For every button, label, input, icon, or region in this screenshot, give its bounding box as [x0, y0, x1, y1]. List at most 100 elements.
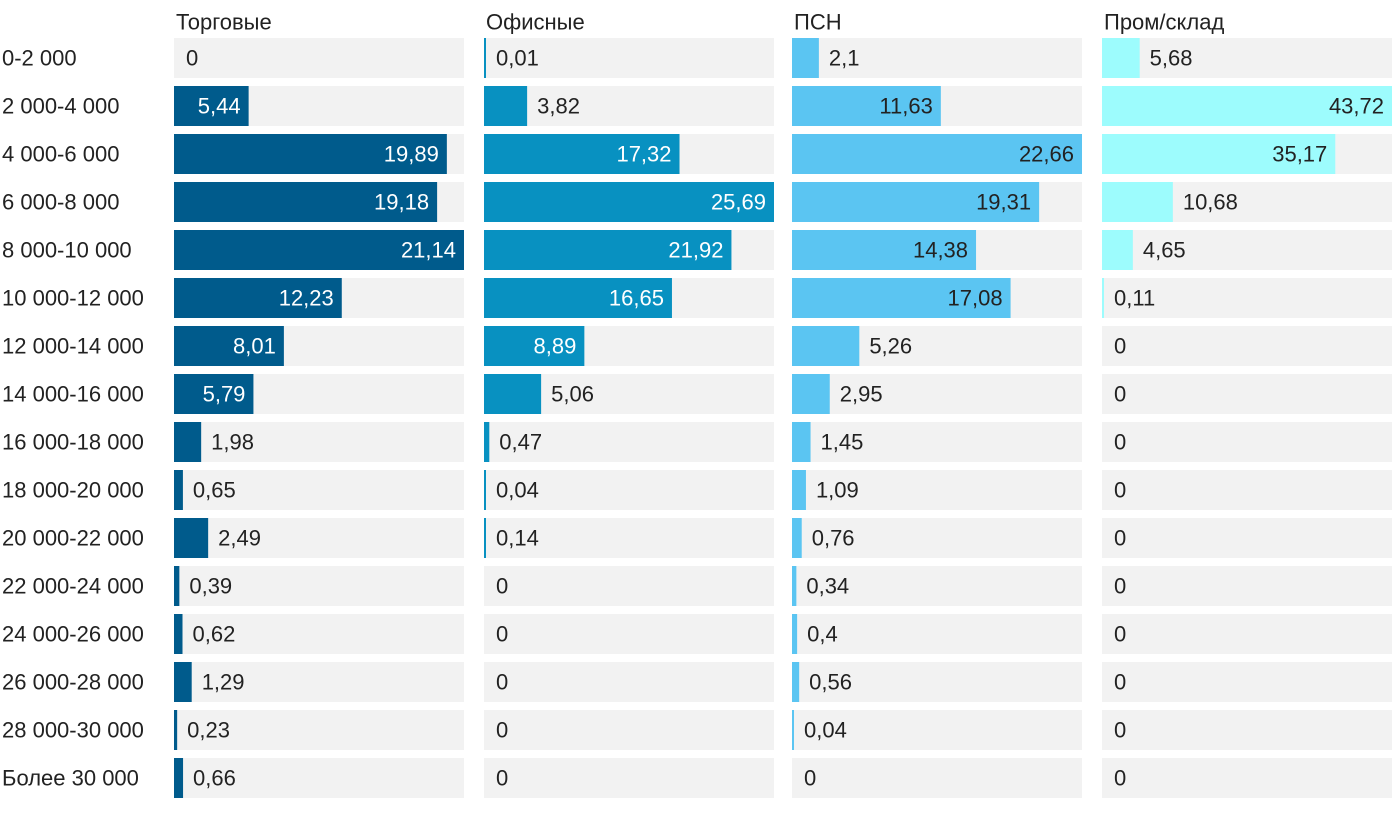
bar: [1102, 86, 1392, 126]
category-label: 20 000-22 000: [2, 526, 144, 551]
value-label: 2,49: [218, 526, 261, 551]
bar-track: [484, 710, 774, 750]
bar-track: [174, 662, 464, 702]
bar: [484, 134, 680, 174]
bar-track: [1102, 470, 1392, 510]
bar-track: [792, 470, 1082, 510]
category-label: 8 000-10 000: [2, 238, 132, 263]
value-label: 19,89: [384, 142, 439, 167]
bar: [174, 374, 254, 414]
bar: [792, 38, 819, 78]
value-label: 0: [1114, 670, 1126, 695]
value-label: 0,56: [809, 670, 852, 695]
bar: [484, 422, 490, 462]
value-label: 4,65: [1143, 238, 1186, 263]
value-label: 0,34: [806, 574, 849, 599]
value-label: 8,01: [233, 334, 276, 359]
bar-track: [174, 470, 464, 510]
bar: [174, 518, 209, 558]
value-label: 0,14: [496, 526, 539, 551]
category-label: 0-2 000: [2, 46, 77, 71]
value-label: 0,04: [804, 718, 847, 743]
bar: [484, 470, 486, 510]
value-label: 0: [1114, 718, 1126, 743]
value-label: 0,47: [499, 430, 542, 455]
value-label: 5,79: [203, 382, 246, 407]
value-label: 14,38: [913, 238, 968, 263]
value-label: 0: [1114, 574, 1126, 599]
bar-track: [1102, 566, 1392, 606]
bar: [792, 374, 830, 414]
value-label: 0: [1114, 622, 1126, 647]
bar-track: [792, 422, 1082, 462]
bar: [1102, 230, 1133, 270]
bar: [1102, 278, 1104, 318]
value-label: 17,32: [616, 142, 671, 167]
value-label: 0,23: [187, 718, 230, 743]
value-label: 0: [496, 766, 508, 791]
category-label: 16 000-18 000: [2, 430, 144, 455]
bar-track: [792, 518, 1082, 558]
bar: [484, 38, 486, 78]
bar-track: [792, 566, 1082, 606]
bar: [1102, 38, 1140, 78]
bar: [1102, 134, 1336, 174]
value-label: 0,01: [496, 46, 539, 71]
bar-track: [174, 518, 464, 558]
bar: [484, 230, 732, 270]
bar-track: [792, 38, 1082, 78]
bar-track: [484, 86, 774, 126]
category-label: 14 000-16 000: [2, 382, 144, 407]
value-label: 5,68: [1150, 46, 1193, 71]
value-label: 0: [1114, 478, 1126, 503]
bar-track: [1102, 614, 1392, 654]
value-label: 5,06: [551, 382, 594, 407]
value-label: 19,31: [976, 190, 1031, 215]
value-label: 0,04: [496, 478, 539, 503]
category-label: 4 000-6 000: [2, 142, 119, 167]
bar: [792, 278, 1011, 318]
bar: [484, 374, 542, 414]
bar: [174, 758, 184, 798]
bar-track: [1102, 326, 1392, 366]
bar-track: [484, 662, 774, 702]
value-label: 0: [804, 766, 816, 791]
bar: [174, 86, 249, 126]
bar-track: [1102, 422, 1392, 462]
value-label: 25,69: [711, 190, 766, 215]
category-label: 26 000-28 000: [2, 670, 144, 695]
value-label: 0: [496, 574, 508, 599]
value-label: 0: [1114, 766, 1126, 791]
value-label: 19,18: [374, 190, 429, 215]
panel-title: Пром/склад: [1104, 10, 1224, 35]
value-label: 1,45: [821, 430, 864, 455]
bar: [484, 518, 486, 558]
bar: [174, 614, 183, 654]
bar: [174, 566, 180, 606]
bar: [174, 422, 202, 462]
value-label: 0,62: [193, 622, 236, 647]
bar-track: [1102, 518, 1392, 558]
bar-track: [1102, 662, 1392, 702]
bar-track: [792, 758, 1082, 798]
bar: [792, 614, 798, 654]
bar-track: [174, 758, 464, 798]
bar: [174, 662, 192, 702]
bar: [174, 278, 342, 318]
bar: [792, 182, 1040, 222]
bar: [792, 518, 802, 558]
bar-track: [484, 470, 774, 510]
bar: [174, 470, 183, 510]
value-label: 1,29: [202, 670, 245, 695]
value-label: 0,11: [1114, 286, 1155, 311]
bar-track: [1102, 230, 1392, 270]
bar: [484, 326, 585, 366]
bar-track: [792, 710, 1082, 750]
value-label: 1,09: [816, 478, 859, 503]
value-label: 0,4: [807, 622, 838, 647]
bar: [1102, 182, 1173, 222]
bar-track: [1102, 278, 1392, 318]
value-label: 16,65: [609, 286, 664, 311]
value-label: 43,72: [1329, 94, 1384, 119]
